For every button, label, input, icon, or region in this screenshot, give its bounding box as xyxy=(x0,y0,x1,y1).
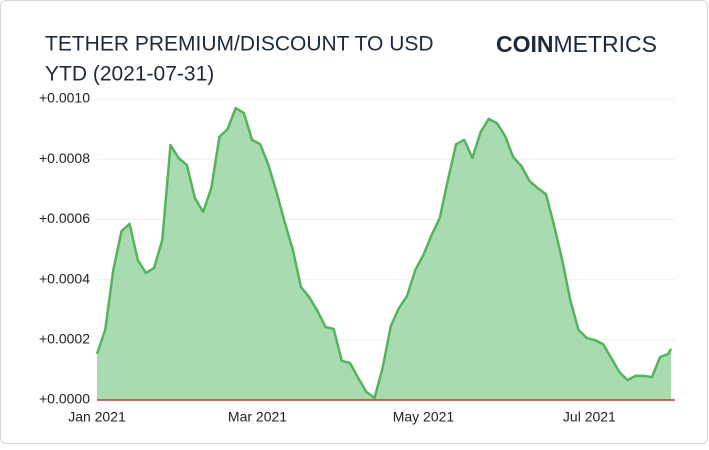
area xyxy=(97,108,671,400)
y-tick-label: +0.0006 xyxy=(39,210,90,226)
x-tick-label: Jul 2021 xyxy=(563,409,616,425)
y-tick-label: +0.0004 xyxy=(39,270,90,286)
logo: COINMETRICS xyxy=(496,31,657,57)
x-tick-label: May 2021 xyxy=(393,409,455,425)
chart-title: TETHER PREMIUM/DISCOUNT TO USD xyxy=(45,33,434,56)
x-tick-label: Mar 2021 xyxy=(228,409,287,425)
y-tick-label: +0.0002 xyxy=(39,331,90,347)
logo-light: METRICS xyxy=(554,31,658,57)
logo-bold: COIN xyxy=(496,31,554,57)
line xyxy=(95,106,673,400)
y-tick-label: +0.0000 xyxy=(39,391,90,407)
x-tick-label: Jan 2021 xyxy=(68,409,126,425)
y-tick-label: +0.0008 xyxy=(39,150,90,166)
y-tick-label: +0.0010 xyxy=(39,90,90,106)
chart-title: YTD (2021-07-31) xyxy=(45,63,214,86)
